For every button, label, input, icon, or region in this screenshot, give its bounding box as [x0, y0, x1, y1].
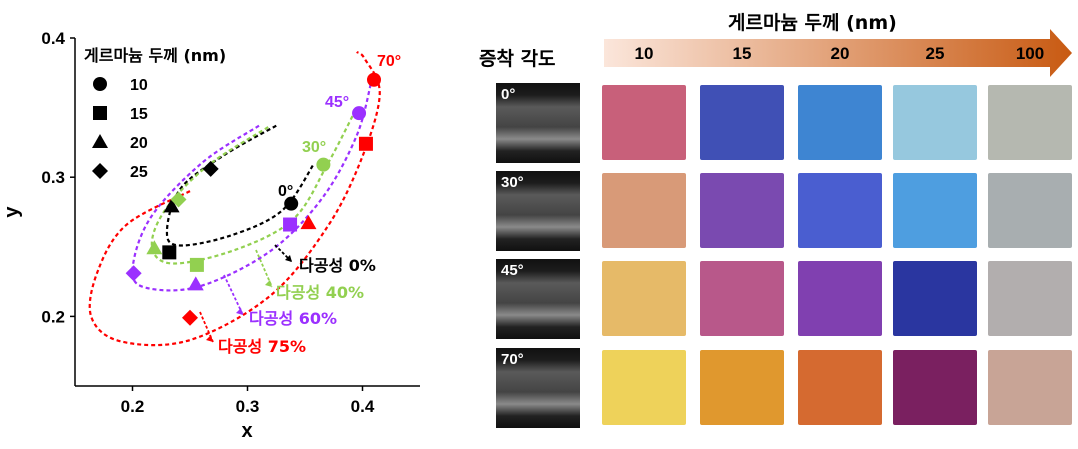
data-point [316, 157, 331, 172]
leader-arrowhead [285, 255, 292, 262]
series-curve [150, 107, 358, 265]
legend-marker [92, 134, 108, 148]
leader-arrowhead [265, 280, 272, 287]
porosity-label: 다공성 40% [276, 283, 364, 302]
leader-line [255, 249, 273, 288]
angle-label: 30° [302, 139, 326, 156]
legend-marker [93, 106, 107, 120]
color-swatch [602, 173, 686, 248]
sem-cross-section: 0° [496, 83, 580, 163]
legend: 게르마늄 두께 (nm) 10 15 20 25 [84, 46, 226, 181]
leader-line [223, 274, 244, 316]
sem-cross-section: 30° [496, 171, 580, 251]
thickness-label: 10 [634, 44, 654, 63]
color-swatch [893, 261, 977, 336]
thickness-title: 게르마늄 두께 (nm) [728, 12, 897, 34]
y-axis-title: y [1, 206, 23, 218]
sem-angle-label: 30° [501, 174, 524, 191]
color-swatch [602, 350, 686, 425]
leader-arrowhead [206, 335, 213, 342]
y-tick-label: 0.4 [41, 29, 65, 48]
data-point [146, 240, 163, 255]
series-curves [88, 50, 381, 347]
data-point [187, 276, 204, 291]
porosity-label: 다공성 0% [299, 256, 376, 275]
legend-label: 25 [130, 164, 148, 181]
legend-label: 10 [130, 77, 148, 94]
y-tick-label: 0.2 [41, 307, 65, 326]
sem-angle-label: 70° [501, 351, 524, 368]
y-tick-label: 0.3 [41, 168, 65, 187]
data-point [170, 191, 187, 208]
thickness-arrow [604, 29, 1072, 77]
series-curve [131, 79, 373, 292]
sem-angle-label: 0° [501, 86, 516, 103]
angle-label: 70° [377, 53, 401, 70]
color-swatch [798, 350, 882, 425]
color-swatch [602, 85, 686, 160]
color-swatch [893, 350, 977, 425]
legend-label: 20 [130, 135, 148, 152]
data-point [202, 160, 219, 177]
color-swatch [893, 85, 977, 160]
color-swatch [988, 350, 1072, 425]
color-swatch [798, 85, 882, 160]
thickness-label: 25 [925, 44, 945, 63]
legend-title: 게르마늄 두께 (nm) [84, 46, 226, 65]
data-point [163, 198, 180, 213]
legend-label: 15 [130, 106, 148, 123]
data-point [162, 245, 177, 260]
color-swatch [988, 173, 1072, 248]
legend-marker [92, 163, 108, 179]
color-swatch [893, 173, 977, 248]
data-point [358, 136, 373, 151]
leader-arrowhead [236, 308, 243, 315]
porosity-label: 다공성 60% [249, 309, 337, 328]
data-point [367, 72, 381, 87]
data-point [283, 217, 298, 232]
sem-angle-label: 45° [501, 262, 524, 279]
x-tick-label: 0.3 [236, 397, 260, 416]
x-tick-label: 0.2 [121, 397, 145, 416]
thickness-label: 100 [1015, 44, 1045, 63]
color-swatch [700, 85, 784, 160]
series-labels: 0° 다공성 0% 30° 다공성 40% 45° 다공성 60% 70° 다공성 75% [199, 53, 401, 356]
axis-ticks: 0.2 0.3 0.4 0.2 0.3 0.4 [41, 29, 374, 416]
angle-label: 0° [278, 183, 293, 200]
color-swatch [798, 261, 882, 336]
color-swatch [798, 173, 882, 248]
x-axis-title: x [241, 420, 252, 442]
thickness-label: 15 [732, 44, 752, 63]
data-point [352, 106, 367, 121]
color-swatch [700, 350, 784, 425]
legend-marker [93, 77, 107, 91]
data-point [300, 215, 317, 230]
x-tick-label: 0.4 [351, 397, 375, 416]
data-point [284, 196, 299, 211]
data-point [182, 309, 198, 326]
sem-cross-section: 70° [496, 348, 580, 428]
color-swatch [700, 261, 784, 336]
deposition-angle-title: 증착 각도 [479, 48, 556, 70]
data-point [189, 257, 204, 272]
color-swatch [700, 173, 784, 248]
angle-label: 45° [325, 94, 349, 111]
porosity-label: 다공성 75% [218, 337, 306, 356]
color-swatch [988, 85, 1072, 160]
data-point [125, 265, 142, 282]
thickness-label: 20 [830, 44, 850, 63]
series-points [125, 72, 381, 326]
sem-cross-section: 45° [496, 259, 580, 339]
cie-chart: 0.2 0.3 0.4 0.2 0.3 0.4 x y 게르마늄 두께 (nm) 10 15… [1, 29, 420, 442]
series-curve [88, 50, 381, 347]
color-swatch [602, 261, 686, 336]
color-swatch [988, 261, 1072, 336]
